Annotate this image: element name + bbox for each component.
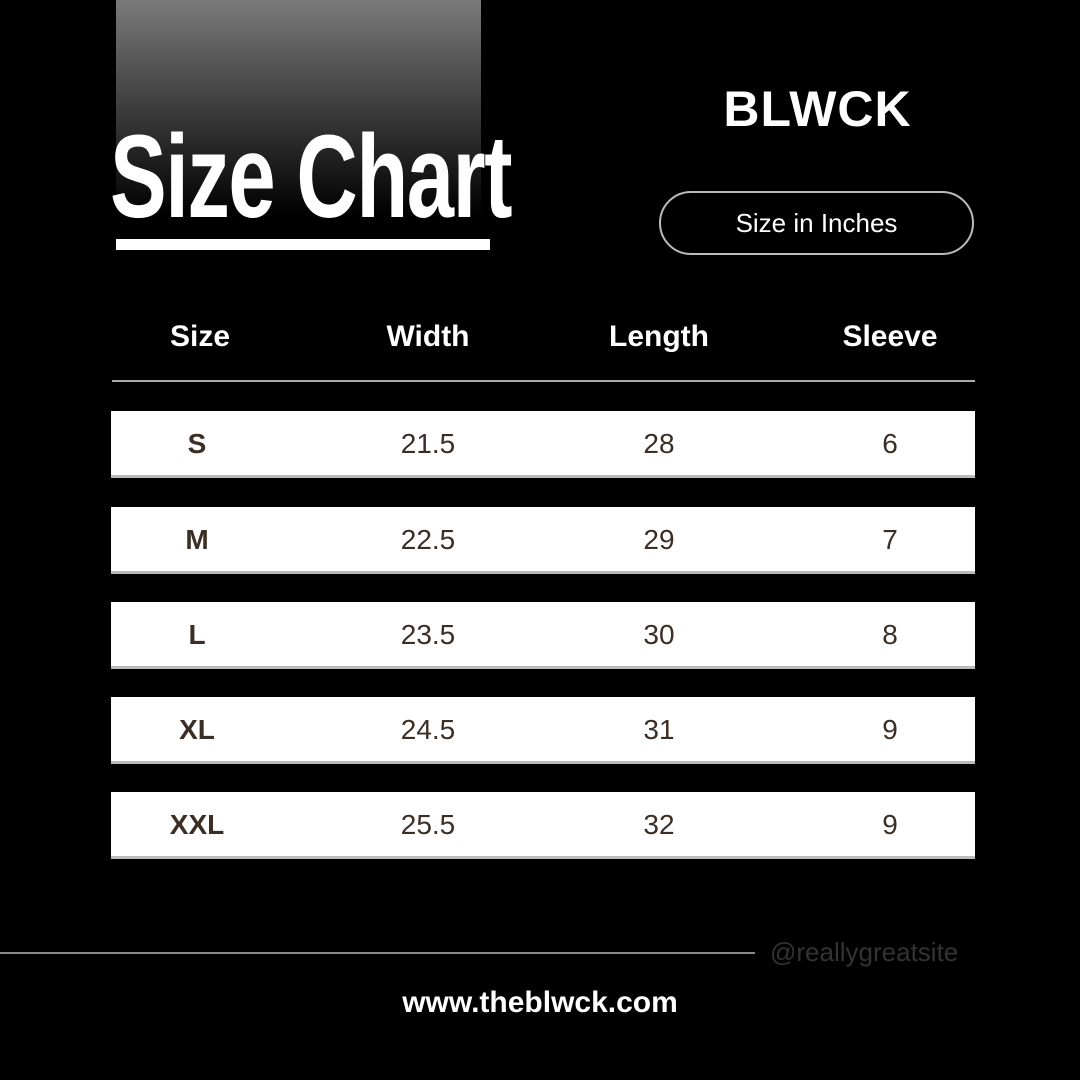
measurement-cell: 7 — [882, 524, 898, 555]
column-header: Size — [169, 320, 231, 353]
measurement-cell: 23.5 — [400, 619, 456, 650]
measurement-cell: 28 — [643, 428, 675, 459]
size-cell: M — [185, 524, 209, 555]
measurement-cell: 9 — [882, 714, 898, 745]
table-row: S 21.5 28 6 — [111, 411, 975, 478]
column-header: Width — [386, 320, 470, 353]
social-handle: @reallygreatsite — [770, 937, 959, 967]
table-row: XL 24.5 31 9 — [111, 697, 975, 764]
column-header: Length — [609, 320, 709, 353]
measurement-cell: 30 — [643, 619, 675, 650]
page-title: Size Chart — [110, 111, 513, 243]
measurement-cell: 25.5 — [400, 809, 456, 840]
measurement-cell: 6 — [882, 428, 898, 459]
measurement-cell: 8 — [882, 619, 898, 650]
table-row: XXL 25.5 32 9 — [111, 792, 975, 859]
measurement-cell: 32 — [643, 809, 675, 840]
measurement-cell: 9 — [882, 809, 898, 840]
gradient-backdrop — [116, 0, 481, 215]
measurement-cell: 31 — [643, 714, 675, 745]
measurement-cell: 24.5 — [400, 714, 456, 745]
table-header: Size Width Length Sleeve — [0, 320, 1080, 360]
column-header: Sleeve — [842, 320, 938, 353]
measurement-cell: 22.5 — [400, 524, 456, 555]
footer-divider — [0, 952, 755, 954]
table-row: M 22.5 29 7 — [111, 507, 975, 574]
size-cell: L — [188, 619, 206, 650]
measurement-cell: 21.5 — [400, 428, 456, 459]
website-link[interactable]: www.theblwck.com — [402, 986, 678, 1019]
unit-badge: Size in Inches — [659, 191, 974, 255]
title-underline — [116, 239, 490, 250]
header-divider — [112, 380, 975, 382]
measurement-cell: 29 — [643, 524, 675, 555]
brand-logo: BLWCK — [723, 81, 912, 137]
table-row: L 23.5 30 8 — [111, 602, 975, 669]
size-cell: XXL — [169, 809, 225, 840]
size-cell: XL — [179, 714, 215, 745]
size-cell: S — [187, 428, 207, 459]
